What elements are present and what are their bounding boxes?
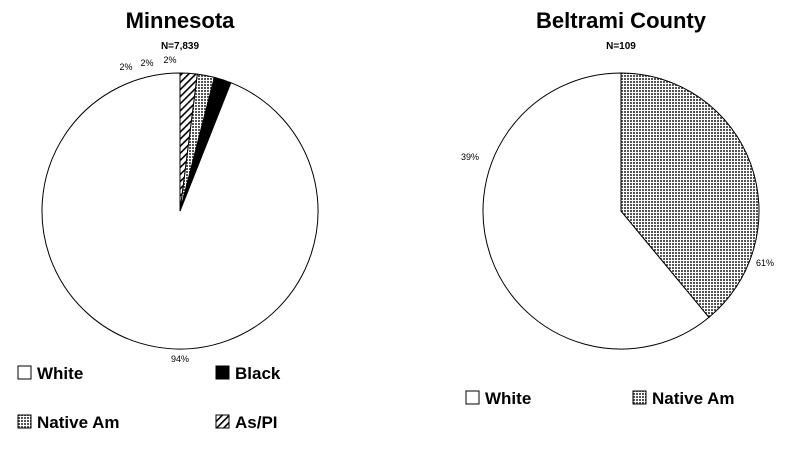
chart-minnesota: Minnesota N=7,839 94% 2% 2% 2% White Black Na… — [17, 8, 319, 432]
chart-title: Minnesota — [126, 8, 236, 33]
pie-slice-native-am — [620, 72, 760, 319]
legend-item-white: White — [17, 364, 83, 383]
pie-slice-white — [482, 72, 710, 350]
legend-label: Native Am — [652, 389, 735, 408]
pie-minnesota: 94% 2% 2% 2% — [41, 55, 319, 364]
chart-title: Beltrami County — [536, 8, 707, 33]
legend-swatch — [632, 390, 647, 405]
legend-item-as-pi: As/PI — [215, 413, 278, 432]
legend-swatch — [465, 390, 480, 405]
legend-label: White — [485, 389, 531, 408]
legend-item-white: White — [465, 389, 531, 408]
legend-beltrami-county: White Native Am — [465, 389, 735, 408]
chart-subtitle: N=7,839 — [161, 41, 200, 52]
legend-swatch — [17, 365, 32, 380]
data-label-white: 61% — [756, 258, 774, 268]
pie-slice-as-pi — [179, 72, 198, 212]
legend-label: As/PI — [235, 413, 278, 432]
legend-minnesota: White Black Native Am As/PI — [17, 364, 281, 432]
legend-item-native-am: Native Am — [17, 413, 120, 432]
legend-label: Native Am — [37, 413, 120, 432]
legend-swatch — [17, 414, 32, 429]
data-label-native-am: 39% — [461, 152, 479, 162]
chart-beltrami-county: Beltrami County N=109 61% 39% White Native… — [461, 8, 774, 408]
data-label-native-am: 2% — [140, 58, 153, 68]
legend-label: White — [37, 364, 83, 383]
pie-beltrami-county: 61% 39% — [461, 72, 774, 350]
legend-swatch — [215, 414, 230, 429]
legend-label: Black — [235, 364, 281, 383]
data-label-as-pi: 2% — [163, 55, 176, 65]
legend-swatch — [215, 365, 230, 380]
legend-item-native-am: Native Am — [632, 389, 735, 408]
data-label-black: 2% — [119, 62, 132, 72]
legend-item-black: Black — [215, 364, 281, 383]
data-label-white: 94% — [171, 354, 189, 364]
chart-subtitle: N=109 — [606, 41, 636, 52]
